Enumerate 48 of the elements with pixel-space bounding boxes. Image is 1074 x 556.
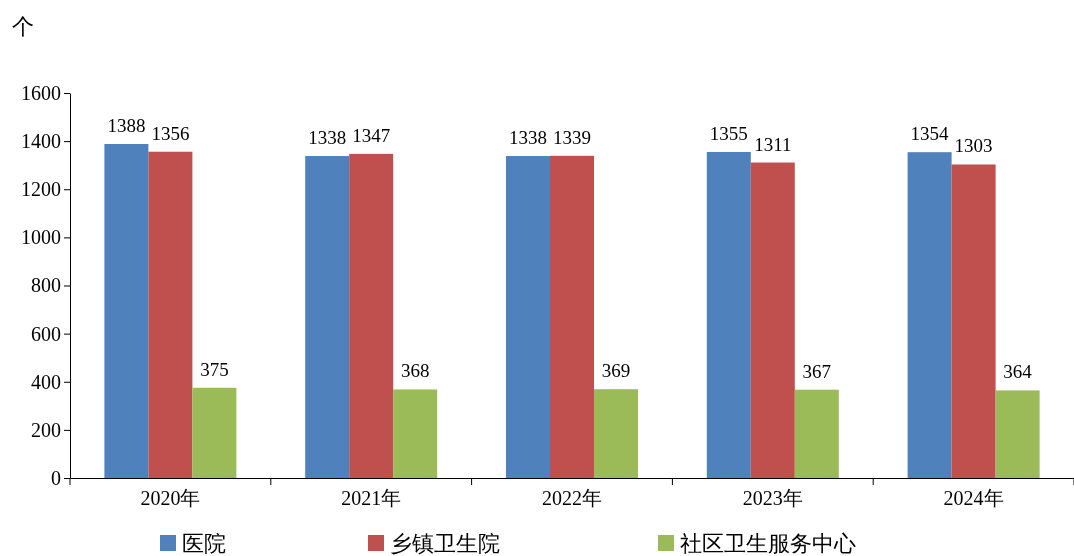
y-tick-label: 800 bbox=[31, 274, 61, 297]
bar bbox=[506, 156, 550, 478]
data-label: 1356 bbox=[151, 122, 190, 144]
bar bbox=[104, 144, 149, 478]
legend-label: 社区卫生服务中心 bbox=[680, 531, 856, 556]
x-tick-label: 2022年 bbox=[542, 487, 602, 509]
legend-label: 乡镇卫生院 bbox=[390, 531, 500, 556]
bar bbox=[148, 151, 193, 478]
bar bbox=[192, 387, 237, 478]
x-tick-label: 2021年 bbox=[341, 487, 402, 509]
x-tick-label: 2024年 bbox=[943, 487, 1004, 509]
data-label: 1355 bbox=[709, 122, 748, 144]
data-label: 1303 bbox=[954, 135, 993, 157]
data-label: 1339 bbox=[553, 126, 591, 148]
data-label: 367 bbox=[802, 360, 832, 382]
data-label: 369 bbox=[601, 360, 631, 382]
bar bbox=[305, 156, 350, 478]
y-tick-label: 600 bbox=[31, 322, 61, 345]
bar bbox=[750, 162, 795, 478]
data-label: 1338 bbox=[509, 127, 547, 149]
data-label: 1311 bbox=[754, 133, 792, 155]
legend-label: 医院 bbox=[182, 531, 226, 556]
bar bbox=[706, 151, 751, 478]
data-label: 375 bbox=[200, 358, 229, 380]
data-label: 364 bbox=[1003, 361, 1033, 383]
bar bbox=[393, 389, 438, 478]
data-label: 1347 bbox=[352, 124, 391, 146]
bar bbox=[594, 389, 638, 478]
x-tick-label: 2020年 bbox=[140, 487, 201, 509]
y-tick-label: 1200 bbox=[21, 178, 61, 201]
bar bbox=[349, 153, 394, 478]
x-tick-label: 2023年 bbox=[742, 487, 803, 509]
data-label: 1388 bbox=[107, 115, 146, 137]
y-tick-label: 400 bbox=[31, 370, 61, 393]
y-tick-label: 200 bbox=[31, 418, 61, 441]
y-tick-label: 1000 bbox=[21, 226, 61, 249]
bar bbox=[907, 152, 952, 478]
data-label: 368 bbox=[400, 360, 430, 382]
y-tick-label: 0 bbox=[51, 466, 61, 489]
bar bbox=[951, 164, 996, 478]
data-label: 1354 bbox=[910, 123, 950, 145]
bar bbox=[995, 390, 1040, 478]
bar bbox=[550, 155, 594, 478]
data-label: 1338 bbox=[308, 127, 347, 149]
y-axis-title: 个 bbox=[12, 14, 34, 39]
bar bbox=[794, 389, 839, 478]
y-tick-label: 1600 bbox=[21, 81, 61, 104]
y-tick-label: 1400 bbox=[21, 130, 61, 153]
